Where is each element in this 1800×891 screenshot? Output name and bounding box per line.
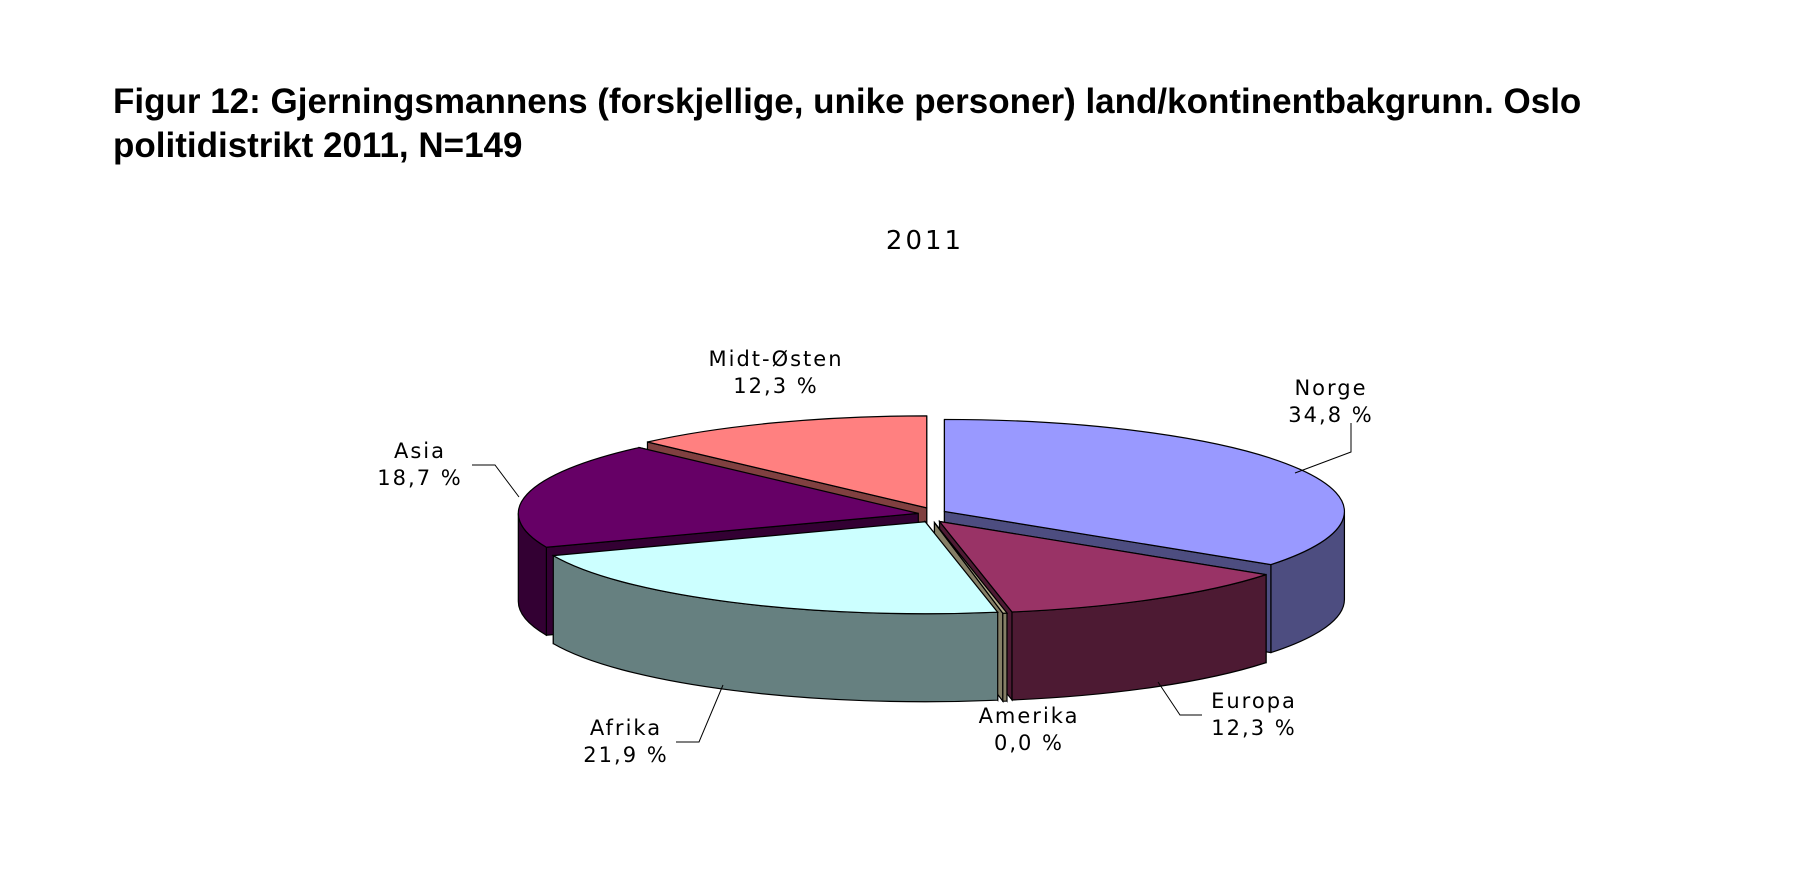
label-name-asia: Asia	[394, 439, 446, 463]
label-name-midt-sten: Midt-Østen	[708, 347, 843, 371]
chart-title: 2011	[886, 226, 964, 256]
label-value-midt-sten: 12,3 %	[733, 374, 818, 398]
slice-side-amerika	[1002, 612, 1008, 702]
slice-labels: Norge 34,8 % Europa 12,3 % Amerika 0,0 % Afrik…	[377, 347, 1373, 767]
label-value-europa: 12,3 %	[1211, 716, 1296, 740]
slice-afrika	[551, 521, 999, 615]
slice-norge	[943, 418, 1346, 566]
slice-amerika	[933, 522, 1009, 614]
label-name-amerika: Amerika	[979, 704, 1080, 728]
label-name-norge: Norge	[1294, 376, 1367, 400]
leader-line-asia	[472, 464, 520, 498]
leader-lines	[472, 423, 1352, 743]
label-name-europa: Europa	[1211, 689, 1297, 713]
leader-line-europa	[1157, 681, 1202, 716]
label-name-afrika: Afrika	[590, 716, 662, 740]
label-value-amerika: 0,0 %	[994, 731, 1064, 755]
label-value-norge: 34,8 %	[1288, 403, 1373, 427]
slice-europa	[938, 520, 1267, 613]
leader-line-afrika	[676, 684, 724, 743]
slice-midt-sten	[647, 415, 928, 509]
label-value-asia: 18,7 %	[377, 466, 462, 490]
pie-tops	[517, 415, 1346, 615]
leader-line-norge	[1294, 423, 1352, 474]
figure-title: Figur 12: Gjerningsmannens (forskjellige…	[113, 82, 1582, 165]
label-value-afrika: 21,9 %	[583, 743, 668, 767]
slice-asia	[517, 446, 919, 548]
